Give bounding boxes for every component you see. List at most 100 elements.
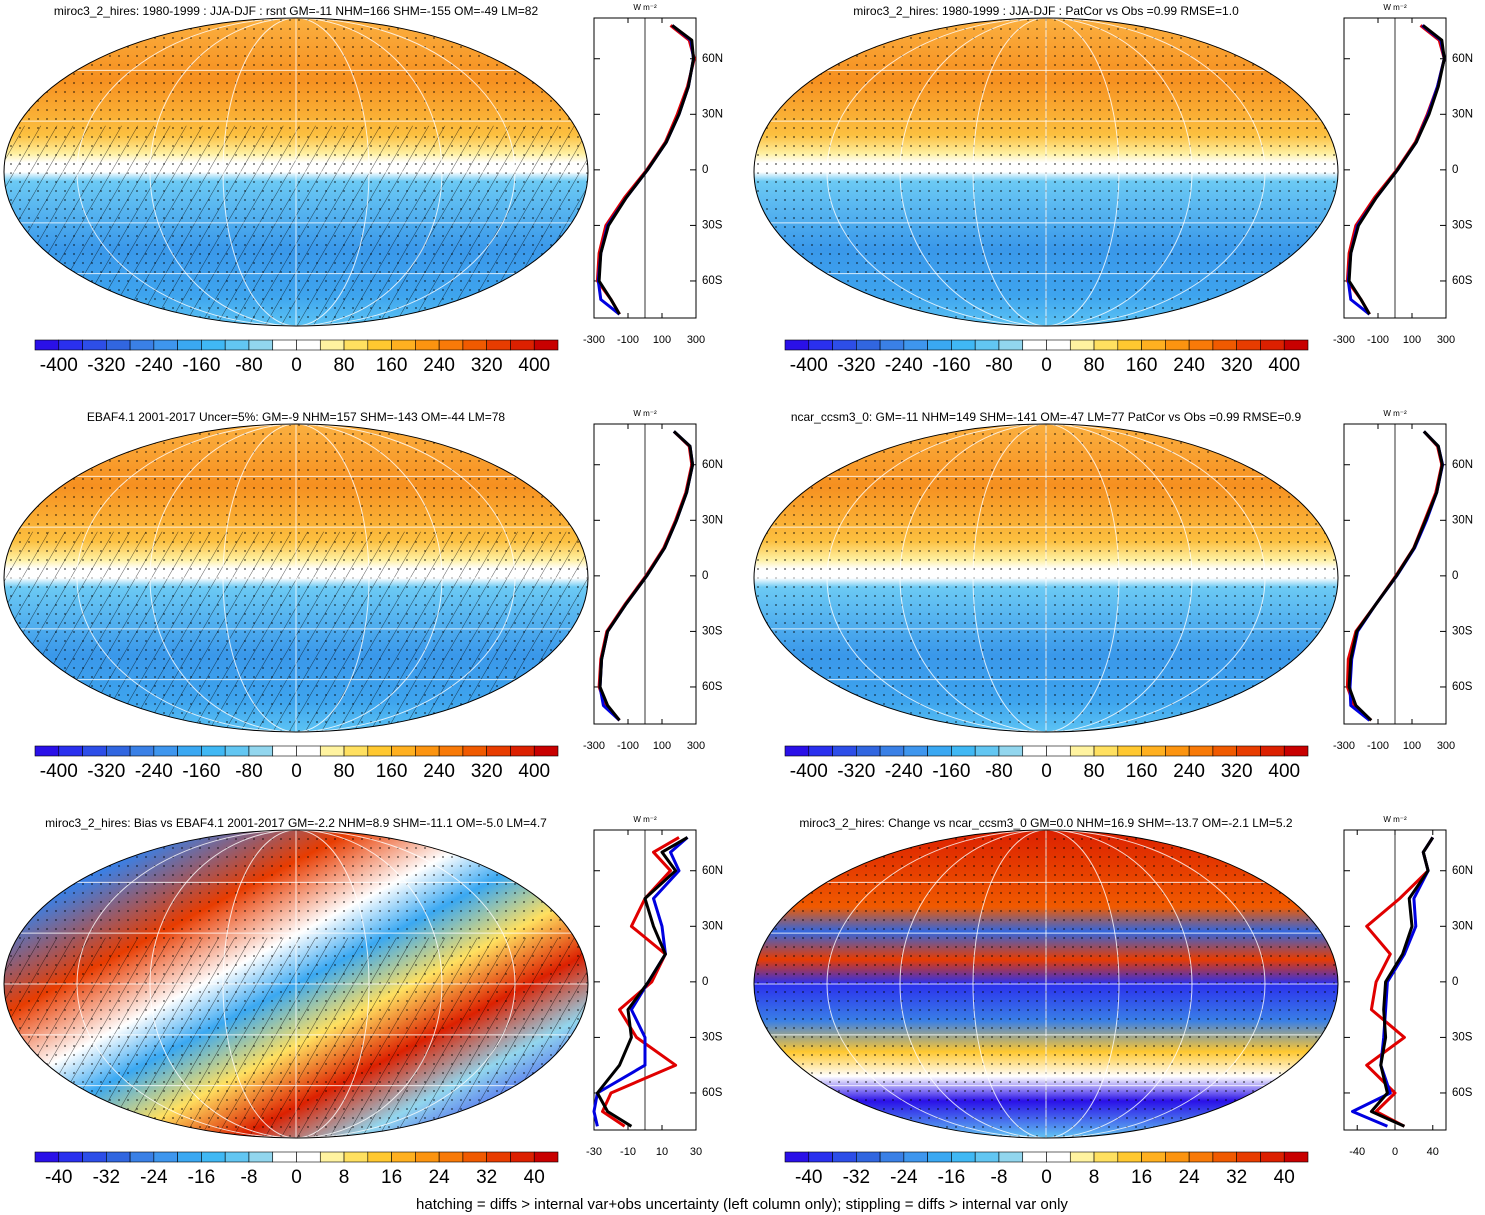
unit-label: W m⁻² — [633, 815, 657, 824]
colorbar-box — [106, 1151, 131, 1163]
colorbar-box — [34, 1151, 60, 1163]
meridian — [149, 830, 443, 1138]
y-tick-label: 30N — [702, 514, 723, 526]
colorbar-box — [129, 745, 155, 757]
y-tick-label: 60S — [1452, 681, 1473, 693]
colorbar-label: -320 — [87, 761, 125, 782]
colorbar-box — [1141, 1151, 1166, 1163]
colorbar-label: 80 — [1083, 761, 1104, 782]
colorbar-box — [510, 1151, 535, 1163]
colorbar-box — [177, 339, 202, 351]
colorbar-label: 240 — [1173, 761, 1205, 782]
colorbar-box — [951, 1151, 976, 1163]
colorbar-box — [1188, 339, 1214, 351]
colorbar-box — [951, 339, 976, 351]
footer: hatching = diffs > internal var+obs unce… — [416, 1196, 1068, 1213]
colorbar-box — [1236, 1151, 1261, 1163]
x-tick-label: -40 — [1349, 1146, 1365, 1158]
colorbar-box — [224, 1151, 250, 1163]
colorbar-label: -8 — [991, 1167, 1008, 1188]
colorbar-label: 240 — [1173, 355, 1205, 376]
colorbar-box — [1236, 745, 1261, 757]
y-tick-label: 60N — [1452, 53, 1473, 65]
profile-line — [1347, 430, 1444, 722]
panel-title: miroc3_2_hires: Change vs ncar_ccsm3_0 G… — [799, 816, 1293, 830]
colorbar-box — [533, 339, 559, 351]
y-tick-label: 60S — [702, 1087, 723, 1099]
meridian — [76, 18, 516, 326]
colorbar-box — [343, 745, 369, 757]
colorbar-label: -240 — [885, 355, 923, 376]
colorbar-box — [784, 745, 810, 757]
colorbar-box — [879, 339, 905, 351]
colorbar-box — [1260, 745, 1285, 757]
colorbar-label: 0 — [1041, 1167, 1052, 1188]
profile-line — [598, 430, 695, 722]
colorbar-label: -32 — [843, 1167, 870, 1188]
colorbar-box — [832, 339, 857, 351]
x-tick-label: -300 — [1333, 740, 1355, 752]
colorbar-box — [808, 745, 833, 757]
colorbar-box — [1212, 1151, 1237, 1163]
colorbar-box — [856, 339, 881, 351]
colorbar-box — [367, 745, 392, 757]
colorbar-box — [272, 1151, 297, 1163]
x-tick-label: 0 — [1392, 1146, 1398, 1158]
map-border — [3, 423, 589, 733]
colorbar-box — [927, 339, 952, 351]
colorbar-box — [1093, 745, 1119, 757]
colorbar-box — [1093, 1151, 1119, 1163]
panel-title: EBAF4.1 2001-2017 Uncer=5%: GM=-9 NHM=15… — [87, 410, 506, 424]
colorbar-label: -8 — [241, 1167, 258, 1188]
colorbar-box — [248, 745, 274, 757]
y-tick-label: 30N — [702, 920, 723, 932]
colorbar-box — [1283, 1151, 1309, 1163]
colorbar-box — [832, 745, 857, 757]
colorbar-box — [391, 1151, 416, 1163]
colorbar-label: -16 — [188, 1167, 215, 1188]
meridian — [149, 18, 443, 326]
colorbar-box — [438, 745, 464, 757]
colorbar-label: 160 — [1126, 761, 1158, 782]
panel-title: ncar_ccsm3_0: GM=-11 NHM=149 SHM=-141 OM… — [791, 410, 1302, 424]
colorbar-box — [58, 1151, 83, 1163]
colorbar-label: 160 — [376, 355, 408, 376]
colorbar-box — [927, 745, 952, 757]
y-tick-label: 30S — [1452, 219, 1473, 231]
meridian — [972, 18, 1120, 326]
x-tick-label: 100 — [653, 334, 671, 346]
colorbar-label: 320 — [471, 761, 503, 782]
panel-title: miroc3_2_hires: 1980-1999 : JJA-DJF : Pa… — [853, 4, 1239, 18]
colorbar-box — [808, 339, 833, 351]
colorbar-box — [462, 745, 487, 757]
map-overlay — [4, 424, 588, 732]
colorbar-label: -80 — [985, 355, 1012, 376]
map-overlay — [754, 18, 1338, 326]
colorbar-box — [296, 1151, 321, 1163]
colorbar-label: 0 — [1041, 355, 1052, 376]
colorbar-label: 80 — [333, 355, 354, 376]
meridian — [972, 830, 1120, 1138]
colorbar-box — [1165, 1151, 1190, 1163]
y-tick-label: 0 — [702, 164, 708, 176]
y-tick-label: 60S — [1452, 1087, 1473, 1099]
colorbar-box — [106, 339, 131, 351]
colorbar-label: 24 — [429, 1167, 451, 1188]
colorbar-box — [1046, 339, 1071, 351]
profile-line — [1369, 836, 1435, 1128]
colorbar-box — [903, 1151, 928, 1163]
x-tick-label: -30 — [586, 1146, 602, 1158]
colorbar-box — [438, 339, 464, 351]
colorbar-box — [177, 1151, 202, 1163]
y-tick-label: 30N — [702, 108, 723, 120]
colorbar-box — [974, 1151, 1000, 1163]
colorbar-box — [129, 1151, 155, 1163]
colorbar-box — [319, 1151, 345, 1163]
map-overlay — [754, 830, 1338, 1138]
colorbar-label: 400 — [1268, 761, 1300, 782]
colorbar-box — [177, 745, 202, 757]
x-tick-label: -300 — [1333, 334, 1355, 346]
colorbar-box — [784, 339, 810, 351]
colorbar-box — [1141, 745, 1166, 757]
profile-line — [601, 836, 680, 1128]
